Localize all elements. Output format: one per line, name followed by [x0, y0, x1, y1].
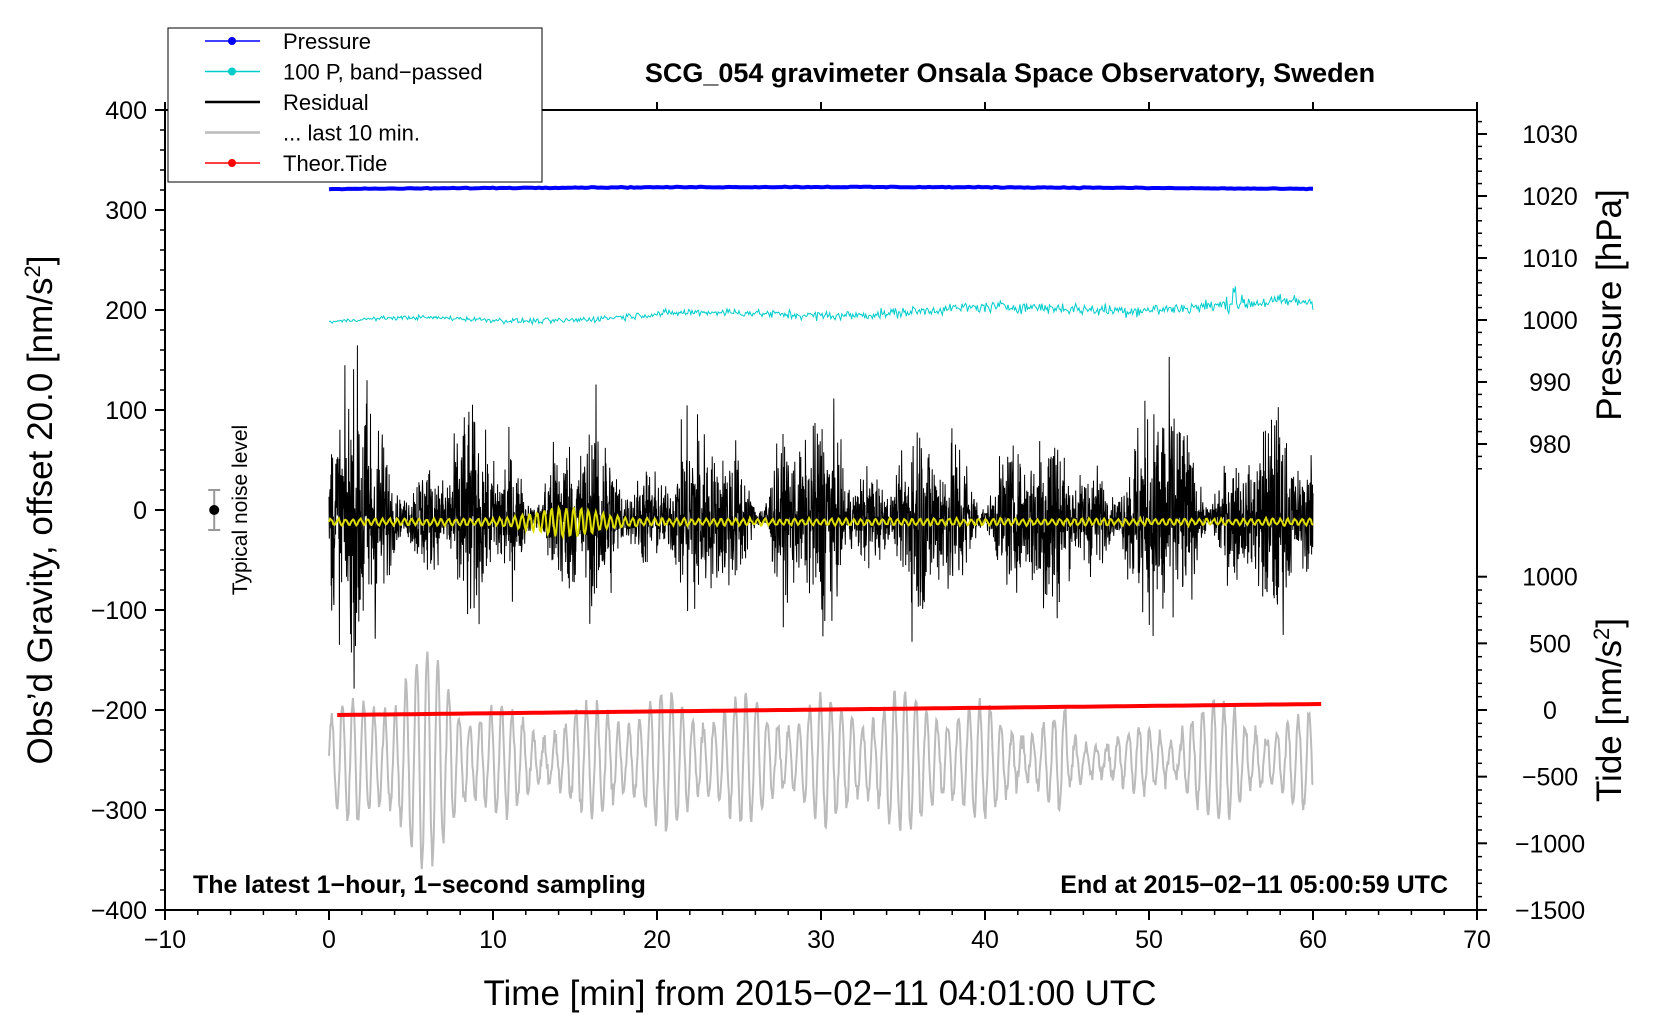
legend-marker — [228, 67, 236, 76]
legend-label: Theor.Tide — [283, 151, 387, 176]
pressure-tick-label: 1030 — [1522, 121, 1578, 149]
annotation-left: The latest 1−hour, 1−second sampling — [193, 871, 646, 899]
legend-box — [167, 27, 543, 183]
series-residual-line — [328, 345, 1314, 689]
series-tide-line — [337, 702, 1322, 717]
annotation-right: End at 2015−02−11 05:00:59 UTC — [1060, 871, 1448, 899]
series-last-10-min-line — [328, 651, 1314, 870]
pressure-tick-label: 980 — [1529, 431, 1571, 459]
pressure-tick-label: 1000 — [1522, 307, 1578, 335]
x-tick-label: 10 — [479, 926, 507, 954]
noise-level-label: Typical noise level — [229, 425, 252, 595]
pressure-tick-label: 990 — [1529, 369, 1571, 397]
y-tick-label: 200 — [105, 297, 147, 325]
legend: Pressure 100 P, band−passed Residual ... la… — [167, 27, 543, 183]
legend-label: 100 P, band−passed — [283, 60, 483, 85]
pressure-tick-label: 1010 — [1522, 245, 1578, 273]
legend-marker — [228, 37, 236, 45]
x-tick-label: 70 — [1463, 926, 1491, 954]
y-tick-label: −300 — [91, 797, 147, 825]
x-axis-label: Time [min] from 2015−02−11 04:01:00 UTC — [483, 974, 1156, 1013]
x-tick-label: 60 — [1299, 926, 1327, 954]
y-axis-label-tide: Tide [nm/s2] — [1589, 618, 1630, 802]
y-tick-label: 300 — [105, 197, 147, 225]
y-axis-label-left: Obs’d Gravity, offset 20.0 [nm/s2] — [20, 256, 61, 765]
y-tick-label: 0 — [133, 497, 147, 525]
x-tick-label: 40 — [971, 926, 999, 954]
x-tick-label: 0 — [322, 926, 336, 954]
tide-tick-label: −1500 — [1515, 897, 1585, 925]
y-tick-label: −400 — [91, 897, 147, 925]
chart-title: SCG_054 gravimeter Onsala Space Observat… — [645, 58, 1375, 88]
x-tick-label: 30 — [807, 926, 835, 954]
y-axis-label-pressure: Pressure [hPa] — [1590, 189, 1629, 421]
legend-marker — [228, 159, 236, 167]
tide-tick-label: 500 — [1529, 630, 1571, 658]
series-band-passed-line — [328, 286, 1314, 326]
series-layer — [328, 184, 1322, 870]
tide-tick-label: 1000 — [1522, 564, 1578, 592]
axis-layer: −10 0 10 20 30 40 50 60 70−400−300−200−100010020… — [91, 97, 1585, 954]
x-tick-label: 50 — [1135, 926, 1163, 954]
x-tick-label: −10 — [144, 926, 186, 954]
tide-tick-label: 0 — [1543, 697, 1557, 725]
noise-level-marker — [208, 489, 221, 531]
legend-label: Pressure — [283, 29, 371, 54]
tide-tick-label: −1000 — [1515, 830, 1585, 858]
pressure-tick-label: 1020 — [1522, 183, 1578, 211]
y-tick-label: 400 — [105, 97, 147, 125]
tide-tick-label: −500 — [1522, 764, 1578, 792]
series-pressure-line — [328, 184, 1314, 192]
legend-label: ... last 10 min. — [283, 121, 420, 146]
legend-label: Residual — [283, 90, 369, 115]
series-filtered-line — [328, 504, 1314, 541]
y-tick-label: −200 — [91, 697, 147, 725]
legend-items: Pressure 100 P, band−passed Residual ... la… — [205, 29, 483, 176]
noise-level-point — [209, 505, 220, 515]
y-tick-label: 100 — [105, 397, 147, 425]
y-tick-label: −100 — [91, 597, 147, 625]
x-tick-label: 20 — [643, 926, 671, 954]
